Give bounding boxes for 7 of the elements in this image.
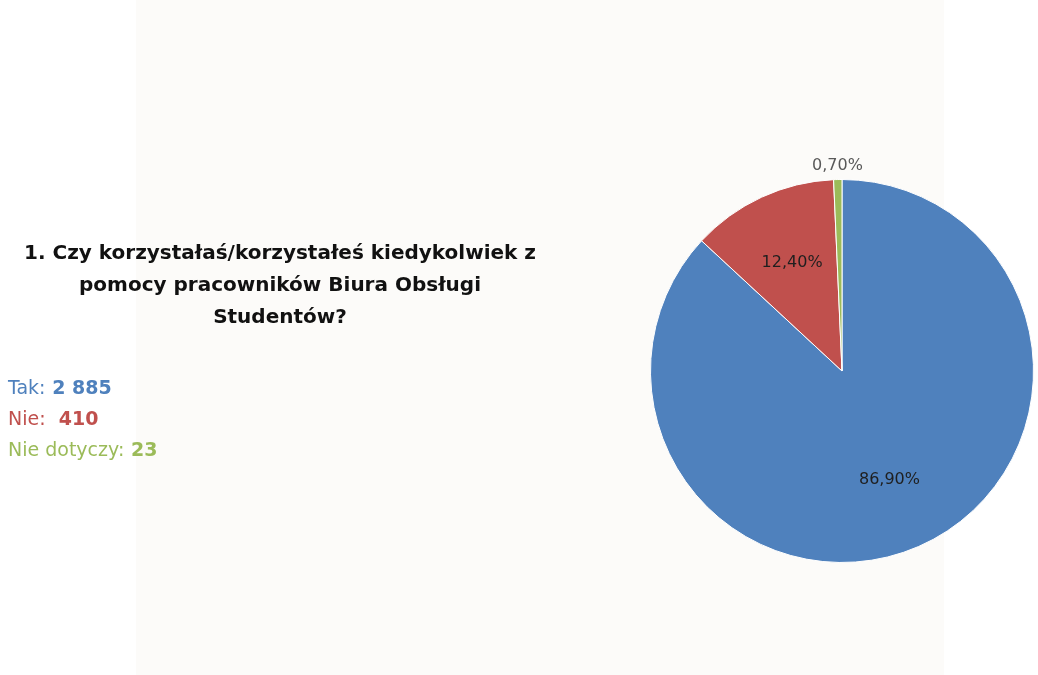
data-label: 12,40% [761,252,823,272]
text: Nie: 410 [8,407,99,429]
data-label: 86,90% [858,468,920,488]
data-label: 0,70% [812,154,863,174]
text: 1. Czy korzystałaś/korzystałeś kiedykolwiek z pomocy pracowników Biura Obsługi Studentów? [23,239,537,330]
text: Tak: 2 885 [8,376,112,398]
text: Nie dotyczy: 23 [8,438,158,460]
